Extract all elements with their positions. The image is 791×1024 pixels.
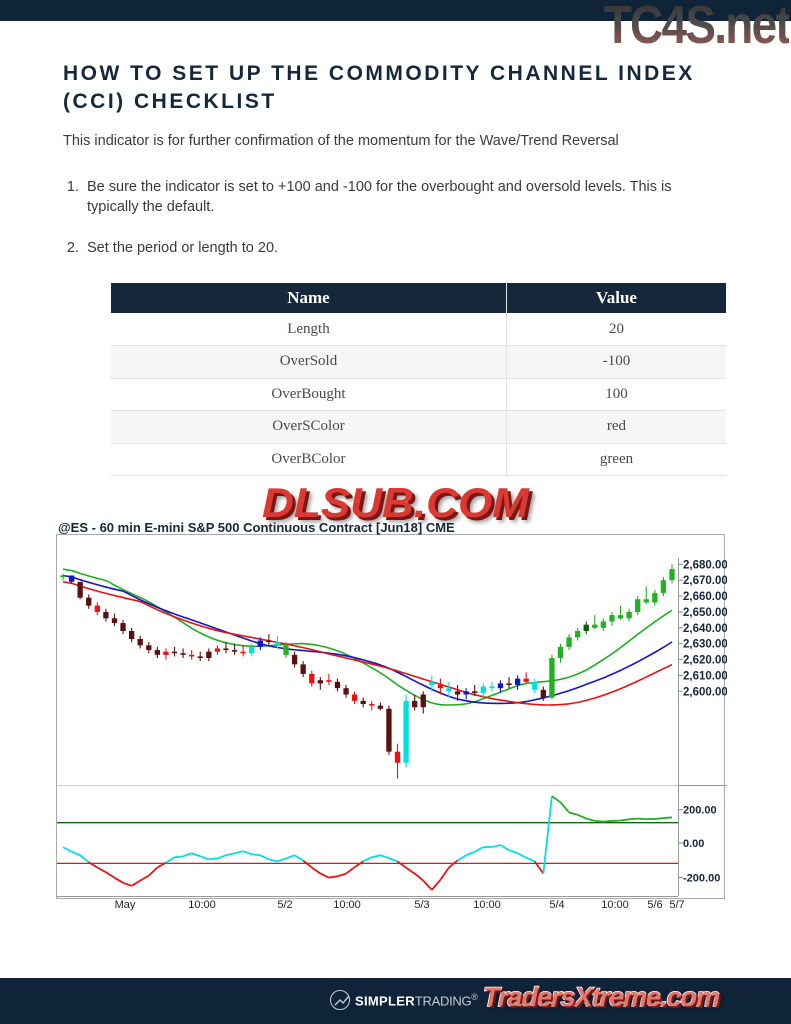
- svg-text:2,620.00: 2,620.00: [683, 655, 727, 667]
- svg-text:-200.00: -200.00: [683, 872, 720, 884]
- svg-text:2,610.00: 2,610.00: [683, 671, 727, 683]
- svg-text:2,660.00: 2,660.00: [683, 591, 727, 603]
- svg-text:2,600.00: 2,600.00: [683, 686, 727, 698]
- svg-text:0.00: 0.00: [683, 838, 704, 850]
- svg-text:2,670.00: 2,670.00: [683, 575, 727, 587]
- svg-text:2,640.00: 2,640.00: [683, 623, 727, 635]
- svg-text:2,630.00: 2,630.00: [683, 639, 727, 651]
- svg-text:200.00: 200.00: [683, 805, 717, 817]
- svg-text:2,650.00: 2,650.00: [683, 607, 727, 619]
- svg-text:2,680.00: 2,680.00: [683, 559, 727, 571]
